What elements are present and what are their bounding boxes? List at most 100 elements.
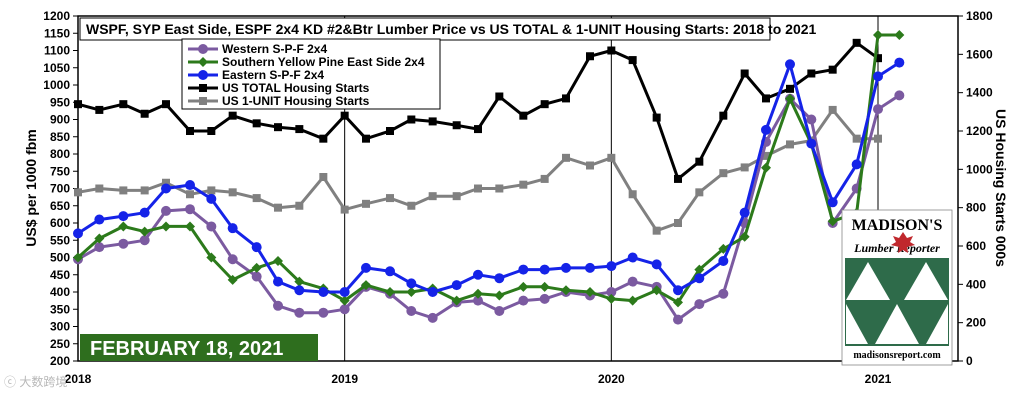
data-point — [161, 221, 171, 232]
y-right-tick-label: 200 — [966, 316, 986, 330]
data-point — [186, 127, 194, 135]
legend-entry: US 1-UNIT Housing Starts — [188, 94, 370, 108]
series-us-total-housing-starts — [74, 38, 882, 183]
legend-marker — [199, 84, 207, 92]
data-point — [294, 276, 305, 287]
data-point — [94, 214, 105, 225]
data-point — [319, 134, 328, 143]
data-point — [873, 29, 883, 40]
data-point — [719, 111, 728, 120]
data-point — [74, 100, 82, 109]
data-point — [95, 105, 104, 114]
data-point — [785, 93, 795, 104]
data-point — [162, 100, 170, 109]
y-left-tick-label: 1100 — [44, 44, 70, 58]
y-left-tick-label: 700 — [50, 182, 70, 196]
data-point — [474, 184, 482, 193]
y-right-tick-label: 1000 — [966, 162, 993, 176]
y-left-tick-label: 400 — [50, 285, 70, 299]
data-point — [274, 203, 282, 212]
y-left-tick-label: 950 — [50, 95, 70, 109]
data-point — [695, 157, 704, 166]
data-point — [718, 255, 729, 266]
data-point — [273, 255, 283, 266]
data-point — [386, 194, 394, 203]
data-point — [806, 138, 817, 149]
data-point — [340, 205, 349, 214]
data-point — [252, 194, 261, 203]
data-point — [494, 273, 505, 284]
data-point — [519, 111, 528, 120]
data-point — [540, 174, 549, 183]
y-left-tick-label: 900 — [50, 113, 70, 127]
data-point — [652, 226, 661, 235]
data-point — [739, 231, 750, 242]
data-point — [473, 269, 483, 280]
data-point — [786, 140, 794, 149]
y-left-tick-label: 1000 — [43, 78, 70, 92]
legend-marker — [198, 57, 208, 67]
y-left-tick-label: 650 — [50, 199, 70, 213]
data-point — [407, 201, 416, 210]
data-point — [585, 262, 595, 273]
data-point — [94, 242, 105, 253]
data-point — [606, 293, 617, 304]
data-point — [606, 287, 617, 297]
logo-triangle — [846, 304, 868, 344]
data-point — [695, 188, 704, 197]
y-right-tick-label: 1800 — [966, 9, 993, 23]
y-left-tick-label: 1150 — [44, 26, 70, 40]
legend-entry: US TOTAL Housing Starts — [188, 81, 370, 95]
legend-box — [181, 38, 441, 110]
data-point — [451, 295, 462, 306]
data-point — [274, 123, 282, 132]
data-point — [162, 178, 170, 187]
logo-subtitle: Lumber Reporter — [853, 241, 940, 255]
series-line — [77, 94, 901, 322]
data-point — [561, 262, 571, 273]
data-point — [761, 124, 771, 135]
data-point — [807, 69, 816, 78]
data-point — [427, 287, 438, 297]
data-point — [294, 285, 305, 296]
logo-triangle — [846, 262, 890, 300]
data-point — [894, 57, 905, 68]
data-point — [852, 134, 861, 143]
data-point — [119, 186, 128, 195]
series-southern-yellow-pine-east-side-2x4 — [73, 29, 905, 308]
data-point — [874, 54, 882, 63]
data-point — [694, 273, 705, 284]
data-point — [739, 207, 750, 218]
data-point — [185, 221, 195, 232]
data-point — [539, 264, 550, 275]
data-point — [694, 299, 705, 310]
data-point — [206, 252, 217, 263]
data-point — [251, 242, 262, 253]
maple-leaf-icon — [891, 232, 915, 253]
data-point — [827, 197, 838, 208]
y-axis-right-label: US Housing Starts 000s — [993, 109, 1009, 267]
data-point — [718, 243, 729, 254]
data-point — [406, 278, 417, 289]
legend-label: Eastern S-P-F 2x4 — [222, 68, 324, 82]
data-point — [651, 259, 662, 270]
data-point — [428, 192, 437, 201]
data-point — [785, 59, 795, 70]
data-point — [740, 69, 749, 78]
data-point — [473, 288, 483, 299]
data-point — [427, 312, 438, 323]
logo-title: MADISON'S — [852, 217, 943, 234]
right-axis-ticks: 1800 1600 1400 1200 1000 800 600 400 200 0 — [958, 9, 993, 368]
data-point — [539, 293, 550, 304]
data-point — [361, 262, 371, 273]
data-point — [273, 276, 283, 287]
y-left-tick-label: 350 — [50, 302, 70, 316]
data-point — [185, 204, 195, 215]
logo-website: madisonsreport.com — [853, 350, 941, 361]
madisons-logo: MADISON'S Lumber Reporter madisonsreport… — [841, 209, 953, 366]
x-tick-label: 2021 — [865, 372, 892, 386]
data-point — [519, 180, 528, 189]
y-right-tick-label: 1200 — [966, 124, 993, 138]
data-point — [339, 287, 350, 297]
